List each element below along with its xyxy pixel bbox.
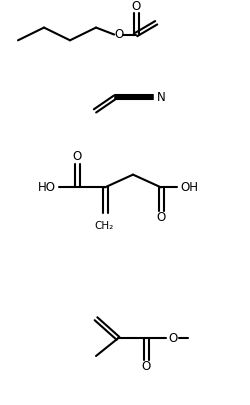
Text: CH₂: CH₂ [94, 221, 114, 231]
Text: O: O [142, 360, 150, 373]
Text: OH: OH [180, 181, 198, 194]
Text: O: O [168, 332, 177, 345]
Text: O: O [114, 28, 124, 41]
Text: O: O [156, 211, 166, 224]
Text: HO: HO [38, 181, 56, 194]
Text: N: N [156, 91, 166, 104]
Text: O: O [132, 0, 141, 13]
Text: O: O [72, 151, 82, 164]
